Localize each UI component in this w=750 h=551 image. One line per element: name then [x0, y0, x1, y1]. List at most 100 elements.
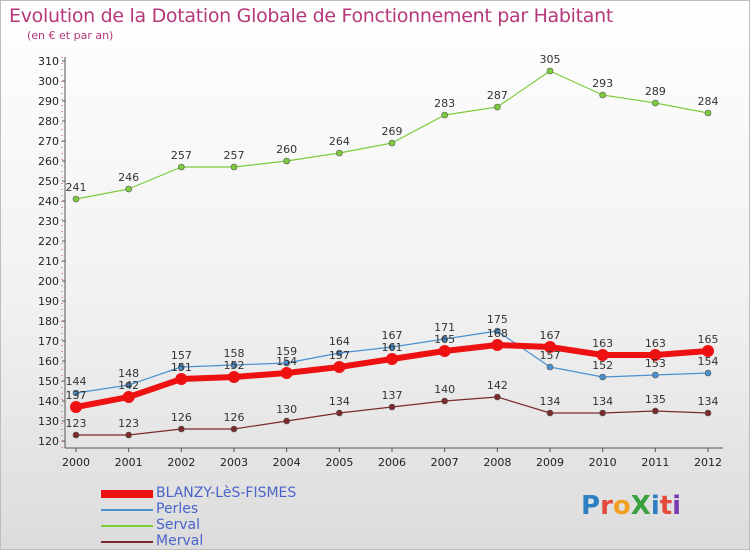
data-label-blanzy: 137	[66, 389, 87, 402]
x-tick-label: 2010	[589, 456, 617, 469]
legend-swatch-blanzy	[101, 490, 153, 498]
data-label-perles: 154	[698, 355, 719, 368]
data-point-perles	[125, 381, 132, 389]
data-label-blanzy: 151	[171, 361, 192, 374]
data-label-merval: 142	[487, 379, 508, 392]
data-point-blanzy	[70, 401, 82, 413]
data-label-perles: 171	[434, 321, 455, 334]
legend-item-serval: Serval	[101, 517, 361, 533]
data-label-serval: 264	[329, 135, 350, 148]
data-label-blanzy: 167	[540, 329, 561, 342]
y-tick-label: 220	[38, 235, 59, 248]
y-tick-label: 300	[38, 75, 59, 88]
legend-swatch-perles	[101, 509, 153, 511]
data-label-blanzy: 168	[487, 327, 508, 340]
data-point-perles	[704, 369, 712, 377]
x-tick-label: 2004	[273, 456, 301, 469]
logo-letter: o	[612, 491, 631, 521]
data-point-perles	[283, 359, 290, 367]
x-tick-label: 2007	[431, 456, 459, 469]
data-label-merval: 126	[171, 411, 192, 424]
data-point-merval	[230, 425, 238, 433]
data-point-perles	[441, 335, 448, 343]
data-point-serval	[125, 185, 132, 193]
data-point-merval	[546, 409, 554, 417]
logo-letter: i	[672, 491, 682, 521]
x-tick-label: 2000	[62, 456, 90, 469]
chart-subtitle: (en € et par an)	[27, 29, 114, 42]
y-tick-label: 170	[38, 335, 59, 348]
legend-item-merval: Merval	[101, 533, 361, 549]
data-point-blanzy	[386, 353, 398, 365]
data-label-merval: 134	[540, 395, 561, 408]
data-point-serval	[546, 67, 554, 75]
data-label-perles: 157	[171, 349, 192, 362]
data-point-serval	[72, 195, 80, 203]
legend-label-merval: Merval	[156, 533, 204, 549]
data-label-perles: 153	[645, 357, 666, 370]
data-label-perles: 159	[276, 345, 297, 358]
data-label-serval: 269	[382, 125, 403, 138]
data-point-perles	[599, 373, 606, 381]
data-label-merval: 123	[118, 417, 139, 430]
data-point-blanzy	[702, 345, 714, 357]
data-label-merval: 140	[434, 383, 455, 396]
data-point-perles	[72, 389, 80, 397]
data-label-blanzy: 157	[329, 349, 350, 362]
data-label-blanzy: 142	[118, 379, 139, 392]
data-label-perles: 152	[592, 359, 613, 372]
data-point-merval	[125, 431, 132, 439]
data-point-serval	[441, 111, 448, 119]
y-tick-label: 160	[38, 355, 59, 368]
x-tick-label: 2008	[483, 456, 511, 469]
data-label-serval: 289	[645, 85, 666, 98]
data-point-blanzy	[228, 371, 240, 383]
data-point-serval	[178, 163, 185, 171]
x-tick-label: 2005	[325, 456, 353, 469]
data-point-serval	[652, 99, 659, 107]
y-tick-label: 120	[38, 435, 59, 448]
data-point-blanzy	[175, 373, 188, 385]
data-point-serval	[704, 109, 712, 117]
data-label-perles: 158	[224, 347, 245, 360]
x-tick-label: 2002	[167, 456, 195, 469]
data-label-serval: 257	[171, 149, 192, 162]
y-tick-label: 200	[38, 275, 59, 288]
y-tick-label: 250	[38, 175, 59, 188]
data-label-blanzy: 163	[592, 337, 613, 350]
y-tick-label: 280	[38, 115, 59, 128]
legend-swatch-serval	[101, 525, 153, 527]
data-point-serval	[494, 103, 501, 111]
data-label-blanzy: 165	[698, 333, 719, 346]
data-label-perles: 157	[540, 349, 561, 362]
data-point-perles	[494, 327, 501, 335]
logo-letter: t	[659, 491, 673, 521]
x-tick-label: 2012	[694, 456, 722, 469]
data-label-perles: 175	[487, 313, 508, 326]
y-tick-label: 180	[38, 315, 59, 328]
data-point-perles	[388, 343, 396, 351]
data-point-merval	[441, 397, 448, 405]
data-point-merval	[494, 393, 501, 401]
y-tick-label: 190	[38, 295, 59, 308]
x-tick-label: 2006	[378, 456, 406, 469]
data-point-merval	[336, 409, 343, 417]
data-point-perles	[546, 363, 554, 371]
y-tick-label: 210	[38, 255, 59, 268]
legend-label-blanzy: BLANZY-LèS-FISMES	[156, 485, 297, 501]
data-label-merval: 130	[276, 403, 297, 416]
data-label-merval: 123	[66, 417, 87, 430]
logo-letter: X	[630, 491, 651, 521]
data-label-serval: 305	[540, 53, 561, 66]
data-label-blanzy: 161	[382, 341, 403, 354]
data-point-blanzy	[438, 345, 451, 357]
legend-swatch-merval	[101, 541, 153, 543]
data-label-merval: 135	[645, 393, 666, 406]
data-label-perles: 167	[382, 329, 403, 342]
y-tick-label: 290	[38, 95, 59, 108]
data-label-serval: 283	[434, 97, 455, 110]
legend-item-perles: Perles	[101, 501, 361, 517]
data-point-blanzy	[596, 349, 609, 361]
